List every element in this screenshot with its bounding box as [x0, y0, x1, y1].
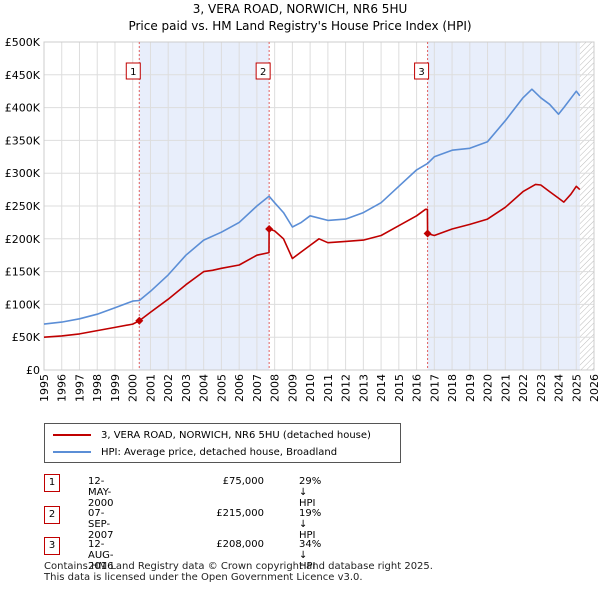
x-tick-label: 2003 [180, 374, 193, 402]
legend-entry-hpi: HPI: Average price, detached house, Broa… [53, 444, 337, 460]
transaction-badge: 2 [44, 506, 60, 524]
x-tick-label: 1996 [56, 374, 69, 402]
x-tick-label: 2022 [517, 374, 530, 402]
legend-swatch-hpi [53, 451, 91, 453]
x-tick-label: 2006 [233, 374, 246, 402]
property-price-line [43, 183, 581, 338]
x-tick-label: 2024 [553, 374, 566, 402]
x-tick-label: 2018 [446, 374, 459, 402]
x-tick-label: 2016 [411, 374, 424, 402]
y-tick-label: £350K [5, 134, 41, 147]
chart-subtitle: Price paid vs. HM Land Registry's House … [128, 19, 472, 33]
footer: Contains HM Land Registry data © Crown c… [44, 561, 433, 583]
x-tick-label: 1999 [109, 374, 122, 402]
sale-marker-label: 3 [418, 67, 424, 78]
x-tick-label: 2009 [286, 374, 299, 402]
transaction-date: 12-AUG-2016 [88, 539, 114, 572]
plot-border [43, 41, 595, 371]
transaction-price: £208,000 [216, 539, 264, 550]
y-tick-label: £500K [5, 36, 41, 49]
x-tick-label: 2021 [499, 374, 512, 402]
sale-point [265, 224, 274, 233]
x-tick-label: 2013 [357, 374, 370, 402]
x-tick-label: 2008 [269, 374, 282, 402]
x-tick-label: 2005 [215, 374, 228, 402]
price-chart: £0 £50K £100K £150K £200K £250K £300K £350K £400… [5, 36, 600, 402]
x-tick-label: 2019 [464, 374, 477, 402]
sale-point [135, 316, 144, 325]
x-tick-label: 2004 [198, 374, 211, 402]
x-tick-label: 2002 [162, 374, 175, 402]
y-tick-label: £250K [5, 200, 41, 213]
transaction-date: 12-MAY-2000 [88, 476, 114, 509]
x-tick-label: 1997 [73, 374, 86, 402]
footer-copyright: Contains HM Land Registry data © Crown c… [44, 561, 433, 572]
y-tick-label: £50K [12, 331, 41, 344]
chart-title: 3, VERA ROAD, NORWICH, NR6 5HU [192, 2, 408, 16]
transaction-badge: 1 [44, 474, 60, 492]
x-tick-label: 2007 [251, 374, 264, 402]
x-tick-label: 1998 [91, 374, 104, 402]
legend-swatch-property [53, 434, 91, 436]
x-tick-label: 2001 [144, 374, 157, 402]
transaction-price: £215,000 [216, 508, 264, 519]
x-tick-label: 2026 [588, 374, 600, 402]
y-tick-label: £400K [5, 102, 41, 115]
legend-entry-property: 3, VERA ROAD, NORWICH, NR6 5HU (detached… [53, 427, 371, 443]
y-tick-label: £150K [5, 266, 41, 279]
x-tick-label: 2025 [570, 374, 583, 402]
transaction-hpi-delta: 29% ↓ HPI [299, 476, 322, 509]
y-tick-label: £0 [26, 364, 40, 377]
hpi-line [43, 88, 581, 325]
transaction-hpi-delta: 19% ↓ HPI [299, 508, 322, 541]
sale-marker-box [414, 62, 430, 80]
x-tick-label: 2010 [304, 374, 317, 402]
x-tick-label: 1995 [38, 374, 51, 402]
sale-marker-box [255, 62, 271, 80]
legend-label-hpi: HPI: Average price, detached house, Broa… [101, 446, 338, 458]
x-tick-label: 2012 [340, 374, 353, 402]
legend-label-property: 3, VERA ROAD, NORWICH, NR6 5HU (detached… [101, 429, 371, 441]
sale-point [423, 229, 432, 238]
legend: 3, VERA ROAD, NORWICH, NR6 5HU (detached… [44, 423, 401, 463]
x-tick-label: 2015 [393, 374, 406, 402]
x-tick-label: 2011 [322, 374, 335, 402]
y-tick-label: £300K [5, 167, 41, 180]
transaction-badge: 3 [44, 537, 60, 555]
x-tick-label: 2023 [535, 374, 548, 402]
y-tick-label: £200K [5, 233, 41, 246]
x-tick-label: 2000 [127, 374, 140, 402]
sale-marker-label: 2 [260, 67, 266, 78]
transaction-hpi-delta: 34% ↓ HPI [299, 539, 322, 572]
x-tick-label: 2014 [375, 374, 388, 402]
transaction-price: £75,000 [222, 476, 264, 487]
sale-marker-box [125, 62, 141, 80]
footer-license: This data is licensed under the Open Gov… [44, 572, 363, 583]
y-tick-label: £450K [5, 69, 41, 82]
x-tick-label: 2020 [482, 374, 495, 402]
x-tick-label: 2017 [428, 374, 441, 402]
transaction-date: 07-SEP-2007 [88, 508, 114, 541]
sale-marker-label: 1 [130, 67, 136, 78]
y-tick-label: £100K [5, 298, 41, 311]
